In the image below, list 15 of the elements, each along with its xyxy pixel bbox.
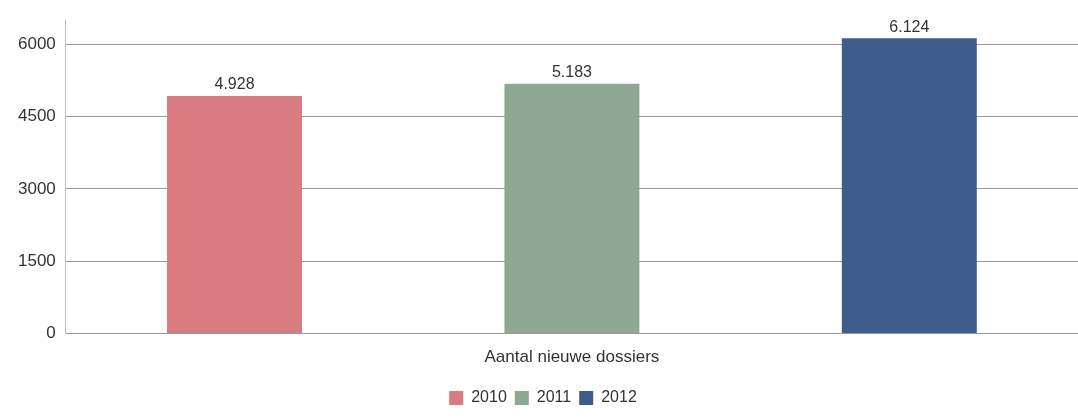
- x-tick-label: Aantal nieuwe dossiers: [484, 347, 660, 367]
- y-tick-label: 6000: [17, 34, 56, 53]
- y-tick-label: 0: [46, 323, 56, 343]
- legend-label: 2010: [471, 388, 507, 406]
- bar: [841, 38, 977, 334]
- data-label: 5.183: [551, 63, 593, 81]
- bar: [504, 83, 640, 334]
- legend-label: 2011: [536, 388, 572, 406]
- data-label: 4.928: [214, 75, 255, 93]
- legend-label: 2012: [601, 388, 637, 406]
- y-tick-label: 4500: [17, 106, 56, 126]
- data-label: 6.124: [889, 17, 930, 35]
- bar: [167, 96, 302, 334]
- y-tick-label: 1500: [17, 250, 56, 270]
- y-tick-label: 3000: [17, 178, 56, 198]
